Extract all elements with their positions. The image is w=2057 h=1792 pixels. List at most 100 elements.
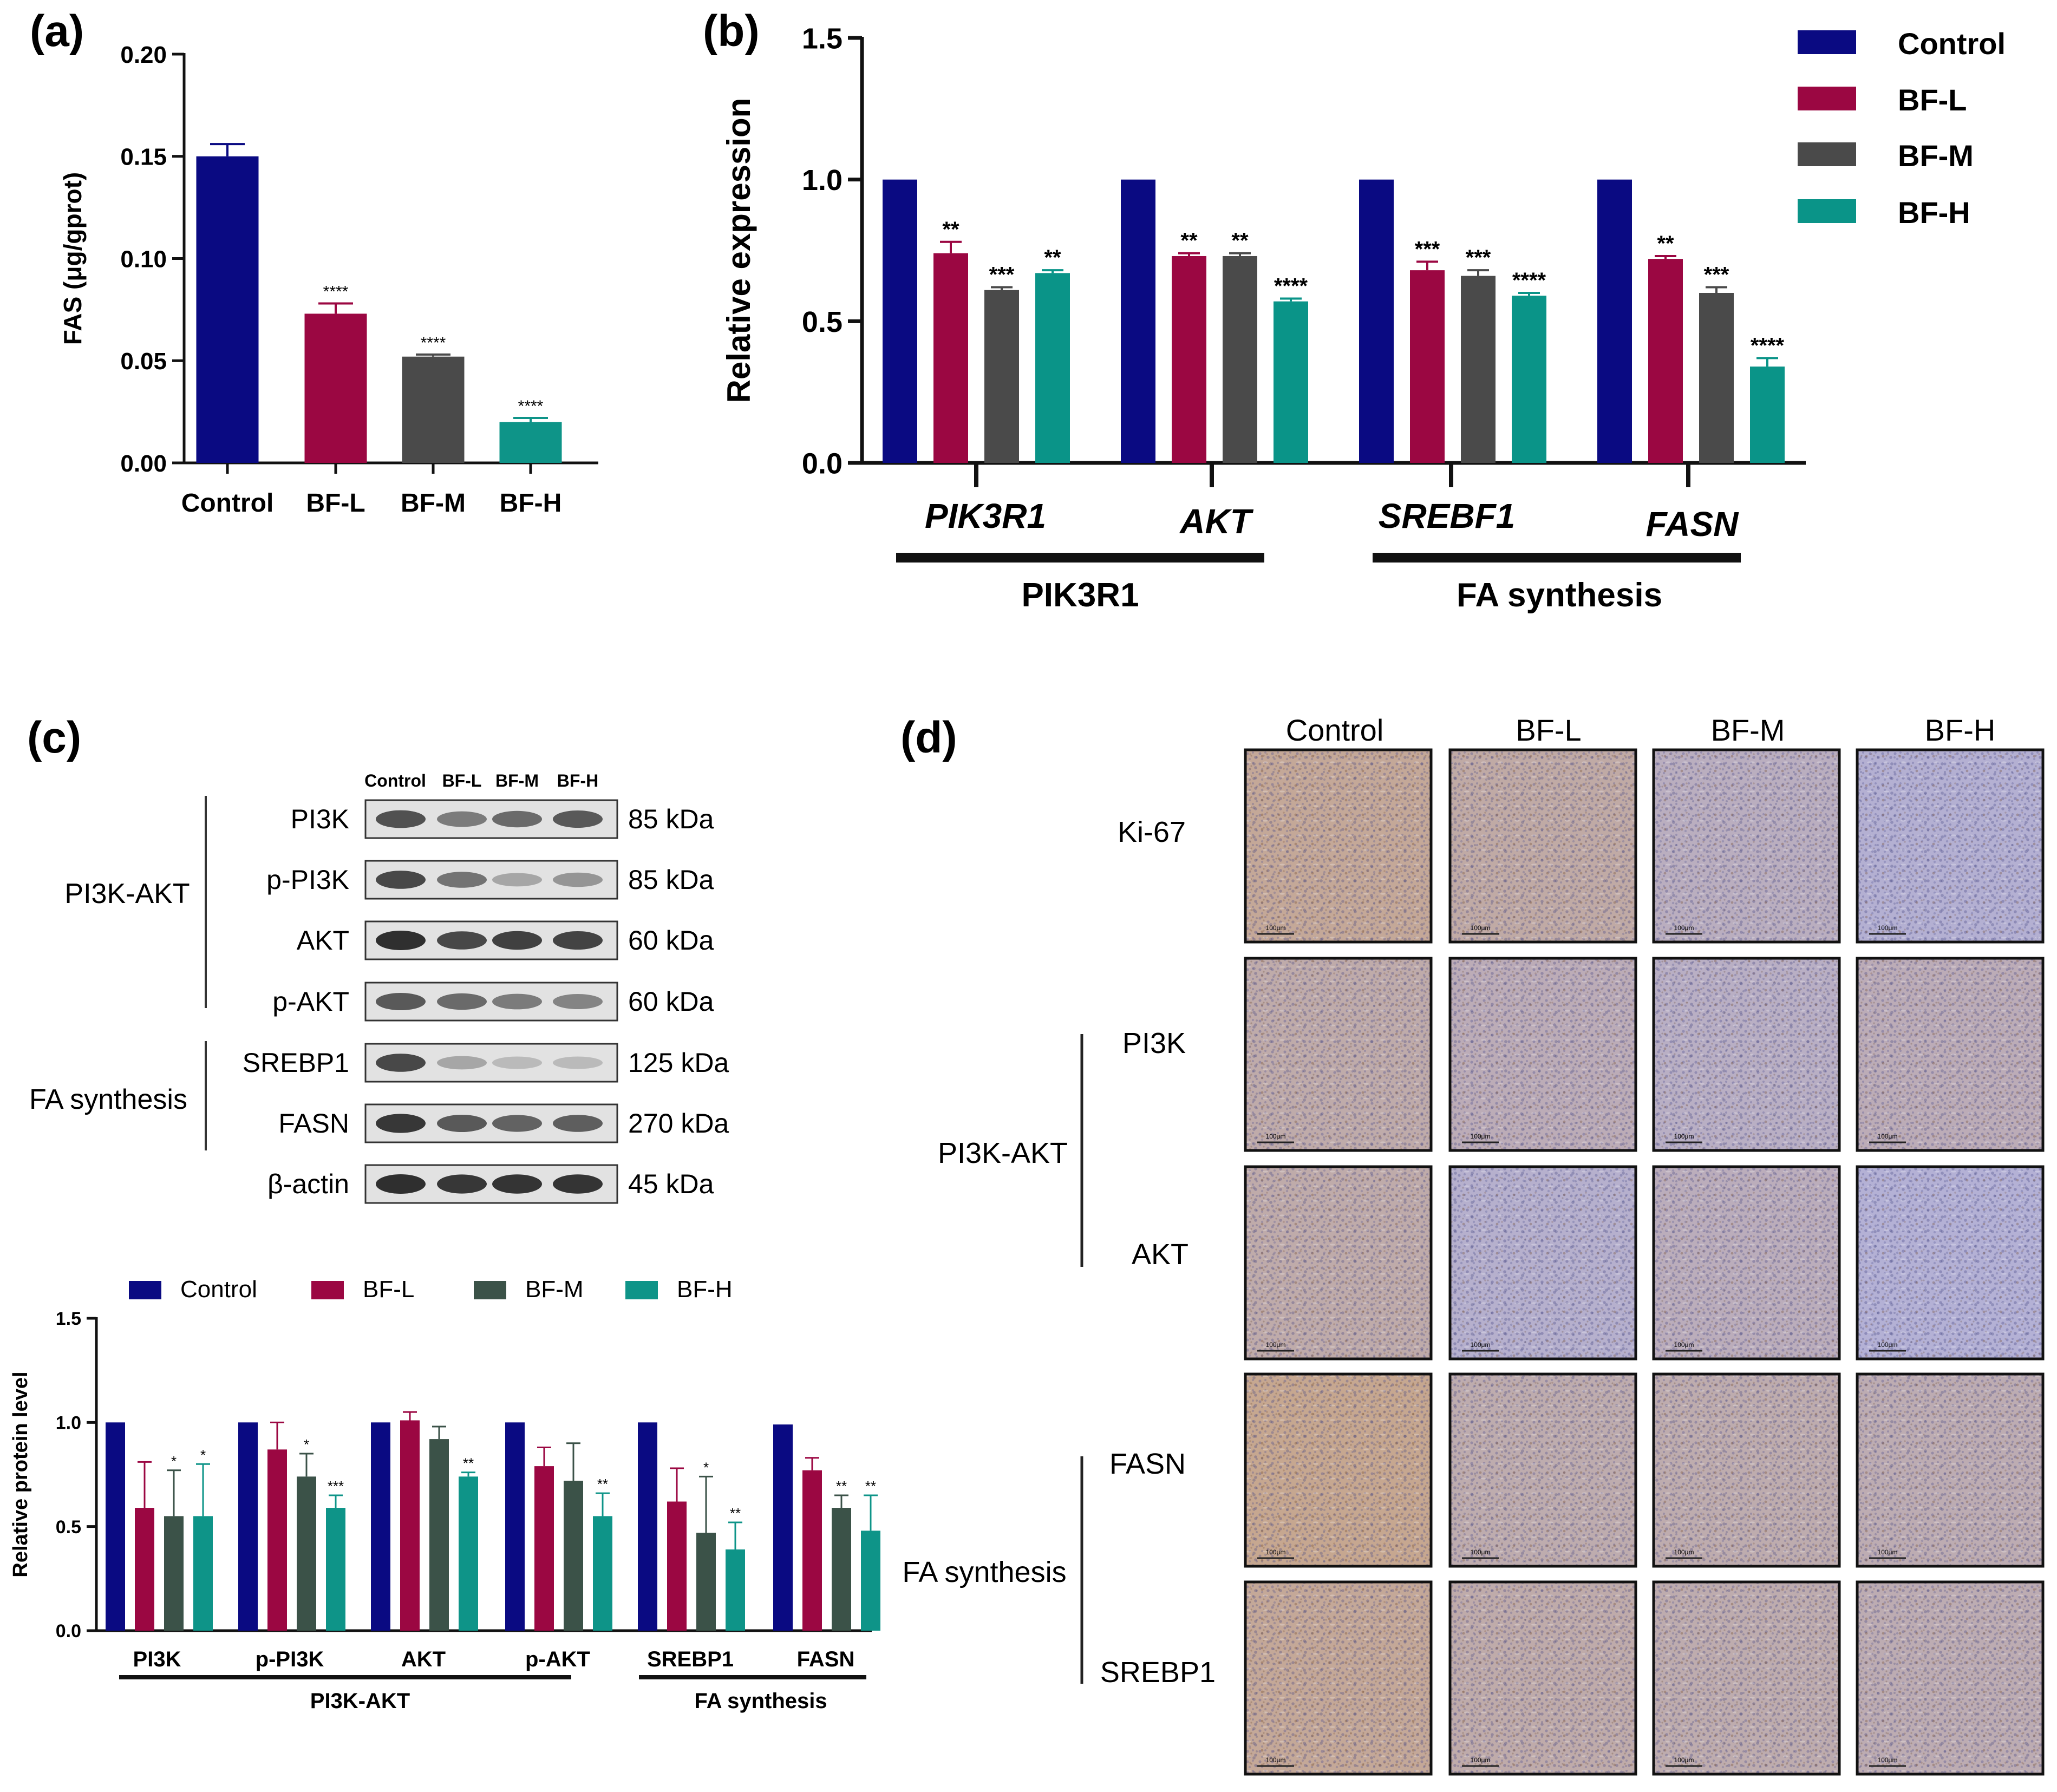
legend-label-bf-m: BF-M (1898, 139, 1974, 173)
scale-bar-label: 100μm (1266, 1756, 1286, 1764)
blot-band (492, 1056, 542, 1069)
blot-row-label-pi3k: PI3K (291, 804, 349, 834)
y-tick-label: 0.15 (120, 144, 167, 171)
blot-band (437, 1174, 487, 1194)
ihc-tile-border (1244, 957, 1433, 1152)
scale-bar-label: 100μm (1266, 1548, 1286, 1556)
significance-label: **** (1274, 274, 1308, 298)
blot-row-label-srebp1: SREBP1 (243, 1048, 349, 1078)
bar-srebf1-bf-l (1410, 270, 1445, 463)
bar-srebf1-bf-m (1461, 276, 1496, 463)
bar-pik3r1-control (883, 179, 917, 463)
significance-label: ** (1044, 246, 1061, 270)
blot-band (376, 810, 426, 828)
bar-akt-bf-h (1274, 301, 1308, 463)
lane-label-bf-l: BF-L (442, 771, 482, 790)
panel-label-c: (c) (27, 713, 81, 762)
bar-fasn-bf-m (832, 1508, 851, 1631)
ihc-tile-akt-bf-m: 100μm (1652, 1165, 1841, 1361)
ihc-tile-border (1856, 748, 2045, 944)
group-label-fa-synthesis: FA synthesis (694, 1689, 827, 1713)
ihc-tile-border (1856, 957, 2045, 1152)
x-tick-label-p-akt: p-AKT (525, 1647, 590, 1671)
ihc-tile-ki-67-bf-l: 100μm (1448, 748, 1637, 944)
group-label-pi3k-akt: PI3K-AKT (310, 1689, 410, 1713)
ihc-tile-border (1244, 748, 1433, 944)
panel-label-a: (a) (30, 6, 84, 56)
x-tick-label-p-pi3k: p-PI3K (256, 1647, 324, 1671)
bar-akt-control (1121, 179, 1155, 463)
bar-control (196, 156, 259, 463)
x-tick-label-fasn: FASN (797, 1647, 855, 1671)
significance-label: ** (597, 1476, 608, 1492)
ihc-tile-border (1244, 1165, 1433, 1361)
panel-label-d: (d) (900, 713, 957, 762)
y-tick-label: 0.5 (56, 1517, 81, 1538)
y-tick-label: 1.5 (802, 22, 843, 55)
x-tick-label-srebf1: SREBF1 (1379, 496, 1516, 535)
y-tick-label: 1.0 (56, 1413, 81, 1434)
y-axis-label: Relative protein level (9, 1371, 32, 1577)
group-label-pik3r1: PIK3R1 (1021, 577, 1139, 614)
ihc-tile-srebp1-bf-m: 100μm (1652, 1580, 1841, 1776)
bar-p-pi3k-bf-l (267, 1449, 287, 1631)
bar-p-pi3k-control (238, 1422, 258, 1631)
blot-band (492, 1115, 542, 1132)
blot-row-label-p-pi3k: p-PI3K (266, 865, 349, 895)
significance-label: **** (323, 283, 349, 301)
ihc-tile-border (1856, 1580, 2045, 1776)
legend-label-control: Control (1898, 27, 2006, 61)
ihc-tile-fasn-bf-l: 100μm (1448, 1372, 1637, 1568)
bar-p-akt-bf-h (593, 1516, 612, 1631)
bar-p-akt-bf-l (534, 1466, 554, 1631)
y-tick-label: 0.0 (802, 447, 843, 480)
ihc-row-label-fasn: FASN (1109, 1448, 1186, 1480)
ihc-row-label-akt: AKT (1132, 1238, 1189, 1271)
x-tick-label-srebp1: SREBP1 (647, 1647, 734, 1671)
blot-row-label-p-akt: p-AKT (272, 986, 349, 1017)
ihc-tile-pi3k-control: 100μm (1244, 957, 1433, 1152)
blot-size-label: 125 kDa (628, 1048, 729, 1078)
blot-band (376, 931, 426, 950)
x-tick-label-akt: AKT (1179, 502, 1253, 541)
legend-swatch-bf-m (474, 1281, 506, 1299)
scale-bar-label: 100μm (1471, 1548, 1491, 1556)
scale-bar-label: 100μm (1266, 1341, 1286, 1349)
ihc-tile-pi3k-bf-l: 100μm (1448, 957, 1637, 1152)
ihc-tile-akt-control: 100μm (1244, 1165, 1433, 1361)
ihc-column-label-bf-h: BF-H (1925, 713, 1996, 747)
blot-size-label: 45 kDa (628, 1169, 714, 1199)
ihc-tile-border (1448, 1580, 1637, 1776)
significance-label: ** (730, 1505, 741, 1521)
y-tick-label: 0.5 (802, 306, 843, 338)
blot-band (553, 1174, 603, 1194)
ihc-tile-texture-2 (1450, 1374, 1636, 1566)
ihc-tile-border (1652, 1372, 1841, 1568)
ihc-tile-texture-2 (1857, 958, 2043, 1150)
ihc-tile-texture-2 (1245, 1167, 1431, 1359)
ihc-tile-texture-2 (1857, 1582, 2043, 1774)
scale-bar-label: 100μm (1878, 1341, 1898, 1349)
legend-label-bf-m: BF-M (525, 1276, 584, 1303)
bar-pi3k-control (106, 1422, 125, 1631)
bar-bf-m (402, 356, 465, 463)
ihc-tile-ki-67-bf-h: 100μm (1856, 748, 2045, 944)
ihc-tile-texture-2 (1857, 1167, 2043, 1359)
blot-band (437, 811, 487, 827)
scale-bar-label: 100μm (1471, 1133, 1491, 1140)
ihc-tile-texture-2 (1245, 1374, 1431, 1566)
x-tick-label-pi3k: PI3K (133, 1647, 181, 1671)
ihc-tile-texture-2 (1857, 750, 2043, 942)
significance-label: * (171, 1453, 177, 1469)
ihc-tile-border (1244, 1372, 1433, 1568)
significance-label: *** (1415, 237, 1440, 261)
blot-band (492, 993, 542, 1010)
ihc-tile-border (1448, 1372, 1637, 1568)
scale-bar-label: 100μm (1878, 1548, 1898, 1556)
blot-row-label-akt: AKT (297, 925, 349, 956)
bar-p-pi3k-bf-m (297, 1476, 316, 1631)
ihc-tile-texture-2 (1245, 1582, 1431, 1774)
significance-label: *** (1466, 246, 1491, 270)
ihc-tile-fasn-control: 100μm (1244, 1372, 1433, 1568)
bar-fasn-bf-m (1699, 293, 1734, 463)
